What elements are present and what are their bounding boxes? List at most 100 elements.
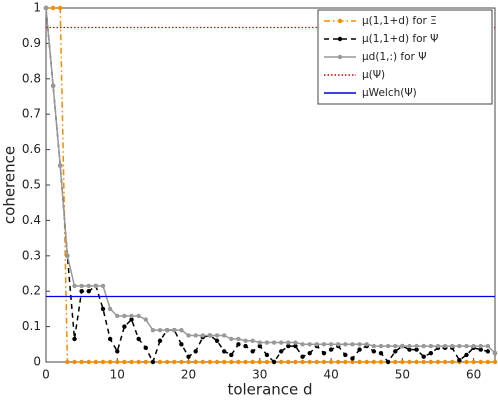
point (214, 333, 220, 338)
point (300, 342, 305, 347)
point (385, 359, 391, 365)
point (43, 5, 49, 11)
series-line (46, 7, 495, 363)
point (172, 359, 177, 365)
point (464, 359, 469, 365)
x-tick-label: 40 (323, 368, 338, 382)
point (143, 345, 148, 351)
y-tick-label: 0.5 (22, 178, 41, 192)
point (179, 327, 184, 333)
point (136, 359, 141, 365)
point (321, 350, 327, 356)
point (435, 359, 441, 365)
point (371, 359, 377, 365)
point (186, 333, 191, 338)
point (115, 349, 120, 354)
point (378, 343, 384, 349)
point (200, 359, 205, 365)
point (143, 317, 148, 322)
point (485, 343, 491, 349)
point (236, 342, 241, 347)
point (172, 327, 177, 333)
point (236, 336, 241, 342)
point (179, 342, 184, 347)
point (435, 343, 441, 349)
point (221, 349, 227, 354)
legend-marker (337, 54, 343, 60)
point (107, 336, 113, 342)
point (478, 347, 483, 352)
point (229, 336, 234, 342)
x-tick-label: 50 (395, 368, 410, 382)
point (257, 340, 263, 345)
point (86, 289, 91, 294)
point (250, 349, 255, 354)
point (65, 253, 70, 258)
point (122, 324, 127, 329)
point (86, 359, 91, 365)
point (207, 359, 213, 365)
point (58, 5, 63, 11)
point (150, 359, 156, 365)
point (393, 343, 398, 349)
point (343, 352, 348, 358)
point (321, 359, 327, 365)
y-tick-label: 0.3 (22, 248, 41, 262)
y-tick-label: 0.6 (22, 142, 41, 156)
point (278, 349, 284, 354)
point (414, 343, 419, 349)
point (93, 283, 99, 289)
point (485, 349, 491, 354)
point (107, 359, 113, 365)
point (136, 313, 141, 319)
point (129, 317, 134, 322)
point (243, 338, 248, 343)
x-axis-label: tolerance d (227, 381, 312, 399)
point (393, 359, 398, 365)
point (122, 313, 127, 319)
point (129, 313, 134, 319)
y-tick-label: 0 (33, 355, 41, 369)
point (293, 343, 298, 349)
point (457, 358, 462, 363)
point (50, 5, 56, 11)
legend-label: μ(1,1+d) for Ξ (362, 15, 437, 27)
x-tick-label: 0 (42, 368, 50, 382)
point (79, 359, 84, 365)
point (72, 359, 77, 365)
point (164, 327, 170, 333)
point (214, 338, 220, 343)
point (421, 343, 426, 349)
point (442, 359, 448, 365)
point (50, 83, 56, 89)
point (286, 340, 291, 345)
point (115, 359, 120, 365)
series-line (45, 7, 496, 364)
point (79, 283, 84, 289)
point (100, 359, 106, 365)
point (164, 359, 170, 365)
point (307, 359, 312, 365)
point (492, 359, 498, 365)
point (343, 342, 348, 347)
legend: μ(1,1+d) for Ξ μ(1,1+d) for Ψ μd(1,:) for … (317, 9, 493, 105)
point (143, 359, 148, 365)
point (214, 359, 220, 365)
point (328, 347, 334, 352)
point (421, 359, 426, 365)
point (207, 333, 213, 338)
y-tick-label: 0.1 (22, 319, 41, 333)
point (321, 342, 327, 347)
point (65, 359, 70, 365)
point (157, 359, 163, 365)
point (414, 347, 419, 352)
point (393, 349, 398, 354)
point (264, 352, 270, 358)
y-tick-label: 0.4 (22, 213, 41, 227)
legend-label: μWelch(Ψ) (362, 87, 417, 99)
point (385, 343, 391, 349)
point (278, 340, 284, 345)
point (107, 306, 113, 312)
point (264, 359, 270, 365)
point (428, 359, 434, 365)
